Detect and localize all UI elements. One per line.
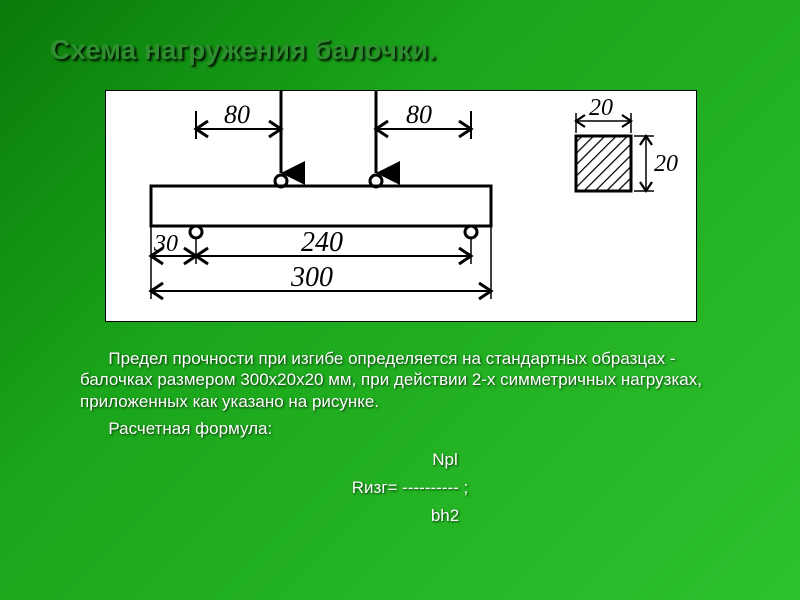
cs-top-label: 20	[589, 95, 613, 121]
support-1	[190, 226, 202, 238]
dim-240-label: 240	[301, 227, 343, 258]
dim-300-label: 300	[290, 262, 333, 293]
dim-80-r-label: 80	[406, 100, 432, 129]
formula-fraction-line: Rизг= ---------- ;	[0, 478, 800, 498]
formula-denominator: bh2	[0, 506, 800, 526]
support-2	[465, 226, 477, 238]
cs-r-label: 20	[654, 151, 678, 177]
formula-label: Расчетная формула:	[80, 418, 740, 439]
slide-title: Схема нагружения балочки.	[50, 34, 436, 66]
slide: Схема нагружения балочки.	[0, 0, 800, 600]
formula-numerator: Npl	[0, 450, 800, 470]
dim-80-l-label: 80	[224, 100, 250, 129]
cross-section-rect	[576, 136, 631, 191]
diagram-svg: 80 80 30 240 300 20	[106, 91, 696, 321]
description-text: Предел прочности при изгибе определяется…	[80, 349, 702, 411]
loading-diagram: 80 80 30 240 300 20	[105, 90, 697, 322]
dim-30-label: 30	[153, 231, 178, 257]
formula-label-text: Расчетная формула:	[108, 419, 272, 438]
beam-rect	[151, 186, 491, 226]
description-paragraph: Предел прочности при изгибе определяется…	[80, 348, 740, 412]
